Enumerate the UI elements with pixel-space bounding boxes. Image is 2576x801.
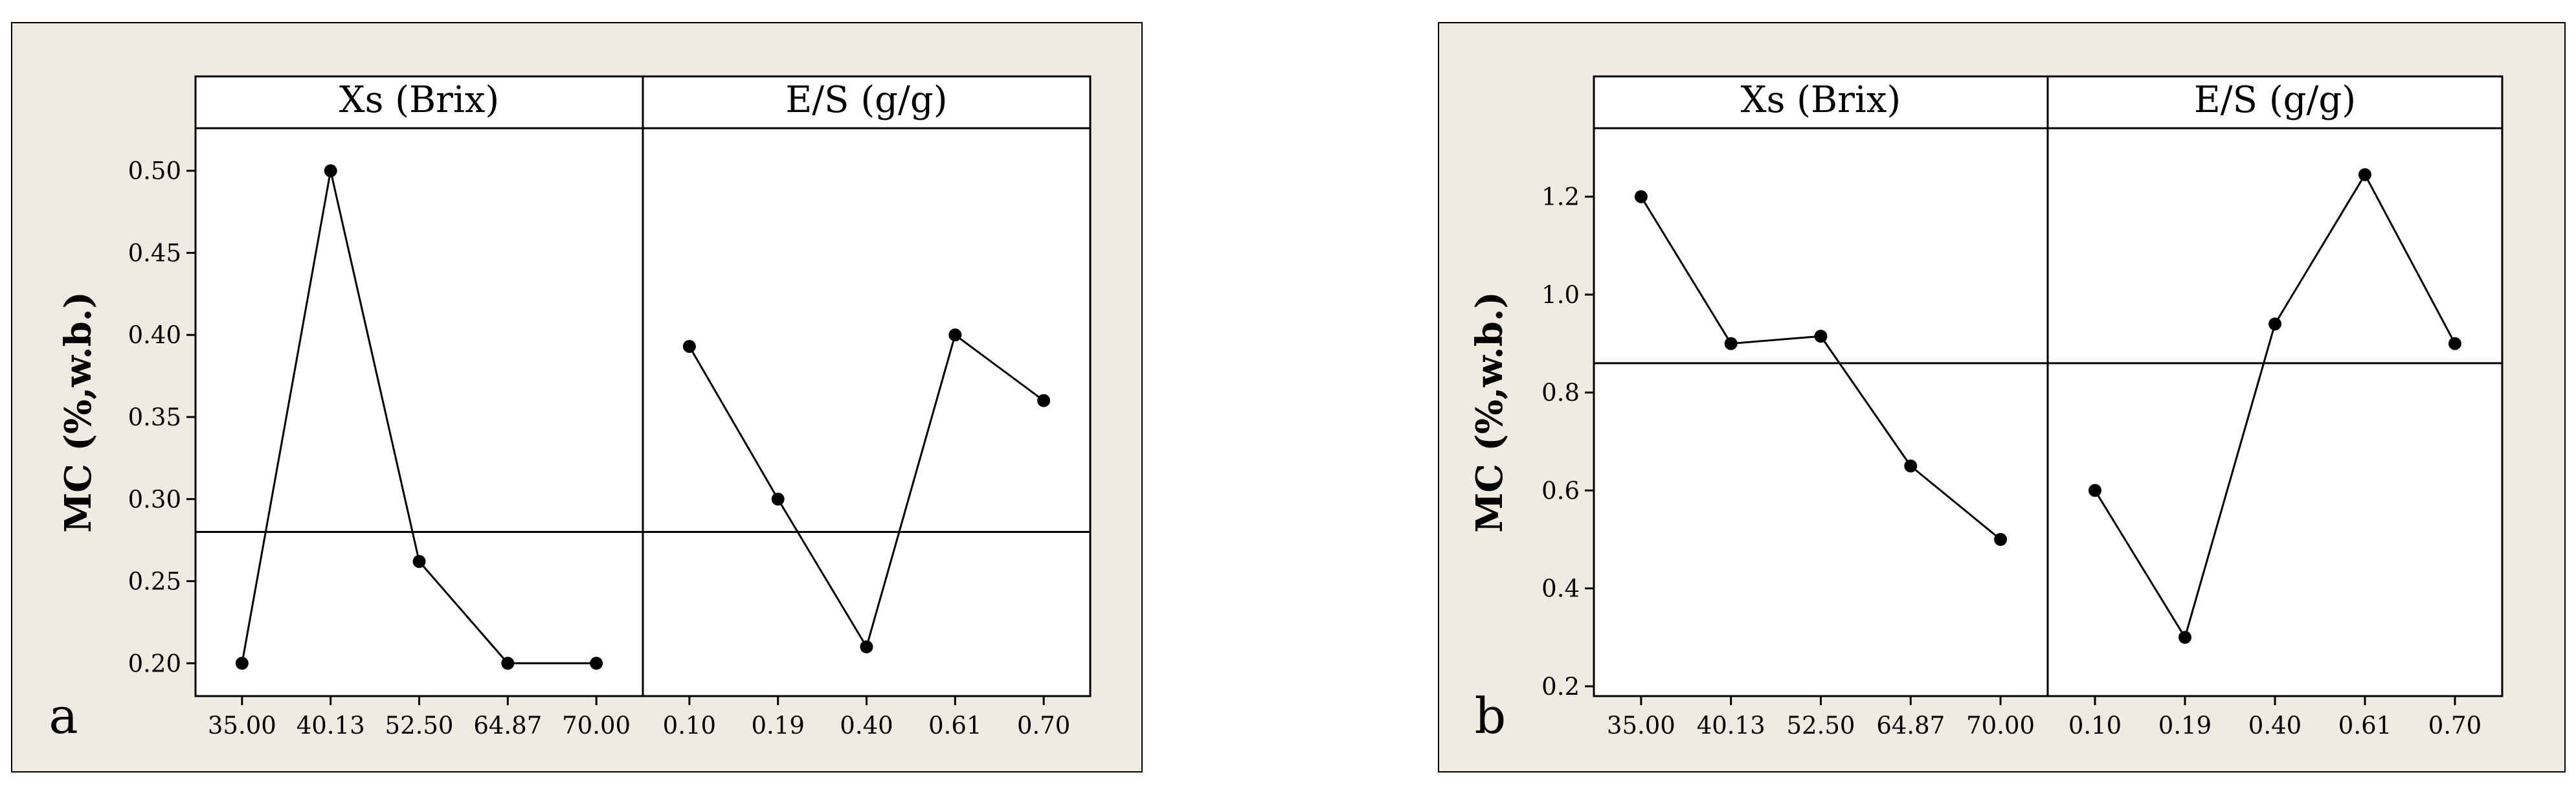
data-point — [2448, 337, 2461, 350]
x-tick-label: 0.10 — [663, 712, 716, 739]
y-tick-label: 1.0 — [1541, 281, 1580, 309]
y-tick-label: 0.2 — [1541, 673, 1580, 701]
y-tick-label: 0.35 — [128, 403, 181, 431]
data-point — [948, 328, 962, 342]
y-tick-label: 0.20 — [128, 649, 181, 677]
x-tick-label: 0.61 — [2338, 712, 2391, 739]
x-tick-label: 70.00 — [1966, 712, 2035, 739]
facet-strip-label: Xs (Brix) — [339, 79, 500, 121]
y-tick-label: 0.8 — [1541, 379, 1580, 407]
x-tick-label: 0.70 — [2428, 712, 2481, 739]
data-point — [501, 657, 515, 670]
x-tick-label: 35.00 — [1607, 712, 1675, 739]
data-point — [682, 339, 696, 353]
data-point — [412, 555, 426, 569]
x-tick-label: 0.40 — [840, 712, 893, 739]
facet-strip-label: Xs (Brix) — [1741, 79, 1901, 121]
data-point — [235, 657, 249, 670]
panel-letter: b — [1475, 687, 1506, 745]
y-tick-label: 0.40 — [128, 321, 181, 349]
x-tick-label: 0.19 — [751, 712, 804, 739]
data-point — [2358, 168, 2371, 181]
data-point — [2089, 484, 2102, 497]
data-point — [2268, 317, 2281, 331]
y-tick-label: 0.25 — [128, 568, 181, 596]
x-tick-label: 52.50 — [385, 712, 454, 739]
data-point — [324, 164, 337, 177]
data-point — [1724, 337, 1738, 350]
x-tick-label: 64.87 — [1876, 712, 1945, 739]
y-tick-label: 0.50 — [128, 157, 181, 185]
y-tick-label: 0.45 — [128, 239, 181, 267]
data-point — [1994, 533, 2008, 547]
x-tick-label: 0.40 — [2248, 712, 2302, 739]
x-tick-label: 70.00 — [562, 712, 631, 739]
data-point — [590, 657, 603, 670]
y-tick-label: 0.6 — [1541, 477, 1580, 504]
x-tick-label: 0.61 — [928, 712, 981, 739]
y-tick-label: 0.30 — [128, 486, 181, 513]
x-tick-label: 0.70 — [1017, 712, 1070, 739]
y-tick-label: 1.2 — [1541, 183, 1580, 211]
facet-strip-label: E/S (g/g) — [2194, 79, 2356, 121]
x-tick-label: 0.19 — [2158, 712, 2212, 739]
x-tick-label: 40.13 — [1697, 712, 1765, 739]
data-point — [1814, 330, 1828, 343]
facet-strip-label: E/S (g/g) — [785, 79, 947, 121]
x-tick-label: 0.10 — [2068, 712, 2122, 739]
chart-panel-b: 0.2 0.4 0.6 0.8 1.0 1.2 MC (%,w.b.) b Xs (Brix) 3… — [1438, 22, 2566, 773]
x-tick-label: 40.13 — [297, 712, 365, 739]
data-point — [2178, 631, 2192, 644]
data-point — [771, 492, 785, 506]
data-point — [860, 640, 873, 653]
x-tick-label: 64.87 — [473, 712, 542, 739]
chart-panel-a: 0.20 0.25 0.30 0.35 0.40 0.45 0.50 MC (%,w.b.) a… — [11, 22, 1143, 773]
panel-letter: a — [49, 687, 78, 745]
x-tick-label: 35.00 — [208, 712, 276, 739]
data-point — [1037, 394, 1051, 407]
x-tick-label: 52.50 — [1787, 712, 1855, 739]
data-point — [1634, 190, 1648, 203]
data-point — [1904, 459, 1918, 473]
y-axis-label: MC (%,w.b.) — [1468, 291, 1511, 532]
y-axis-label: MC (%,w.b.) — [57, 291, 100, 532]
y-tick-label: 0.4 — [1541, 575, 1580, 603]
